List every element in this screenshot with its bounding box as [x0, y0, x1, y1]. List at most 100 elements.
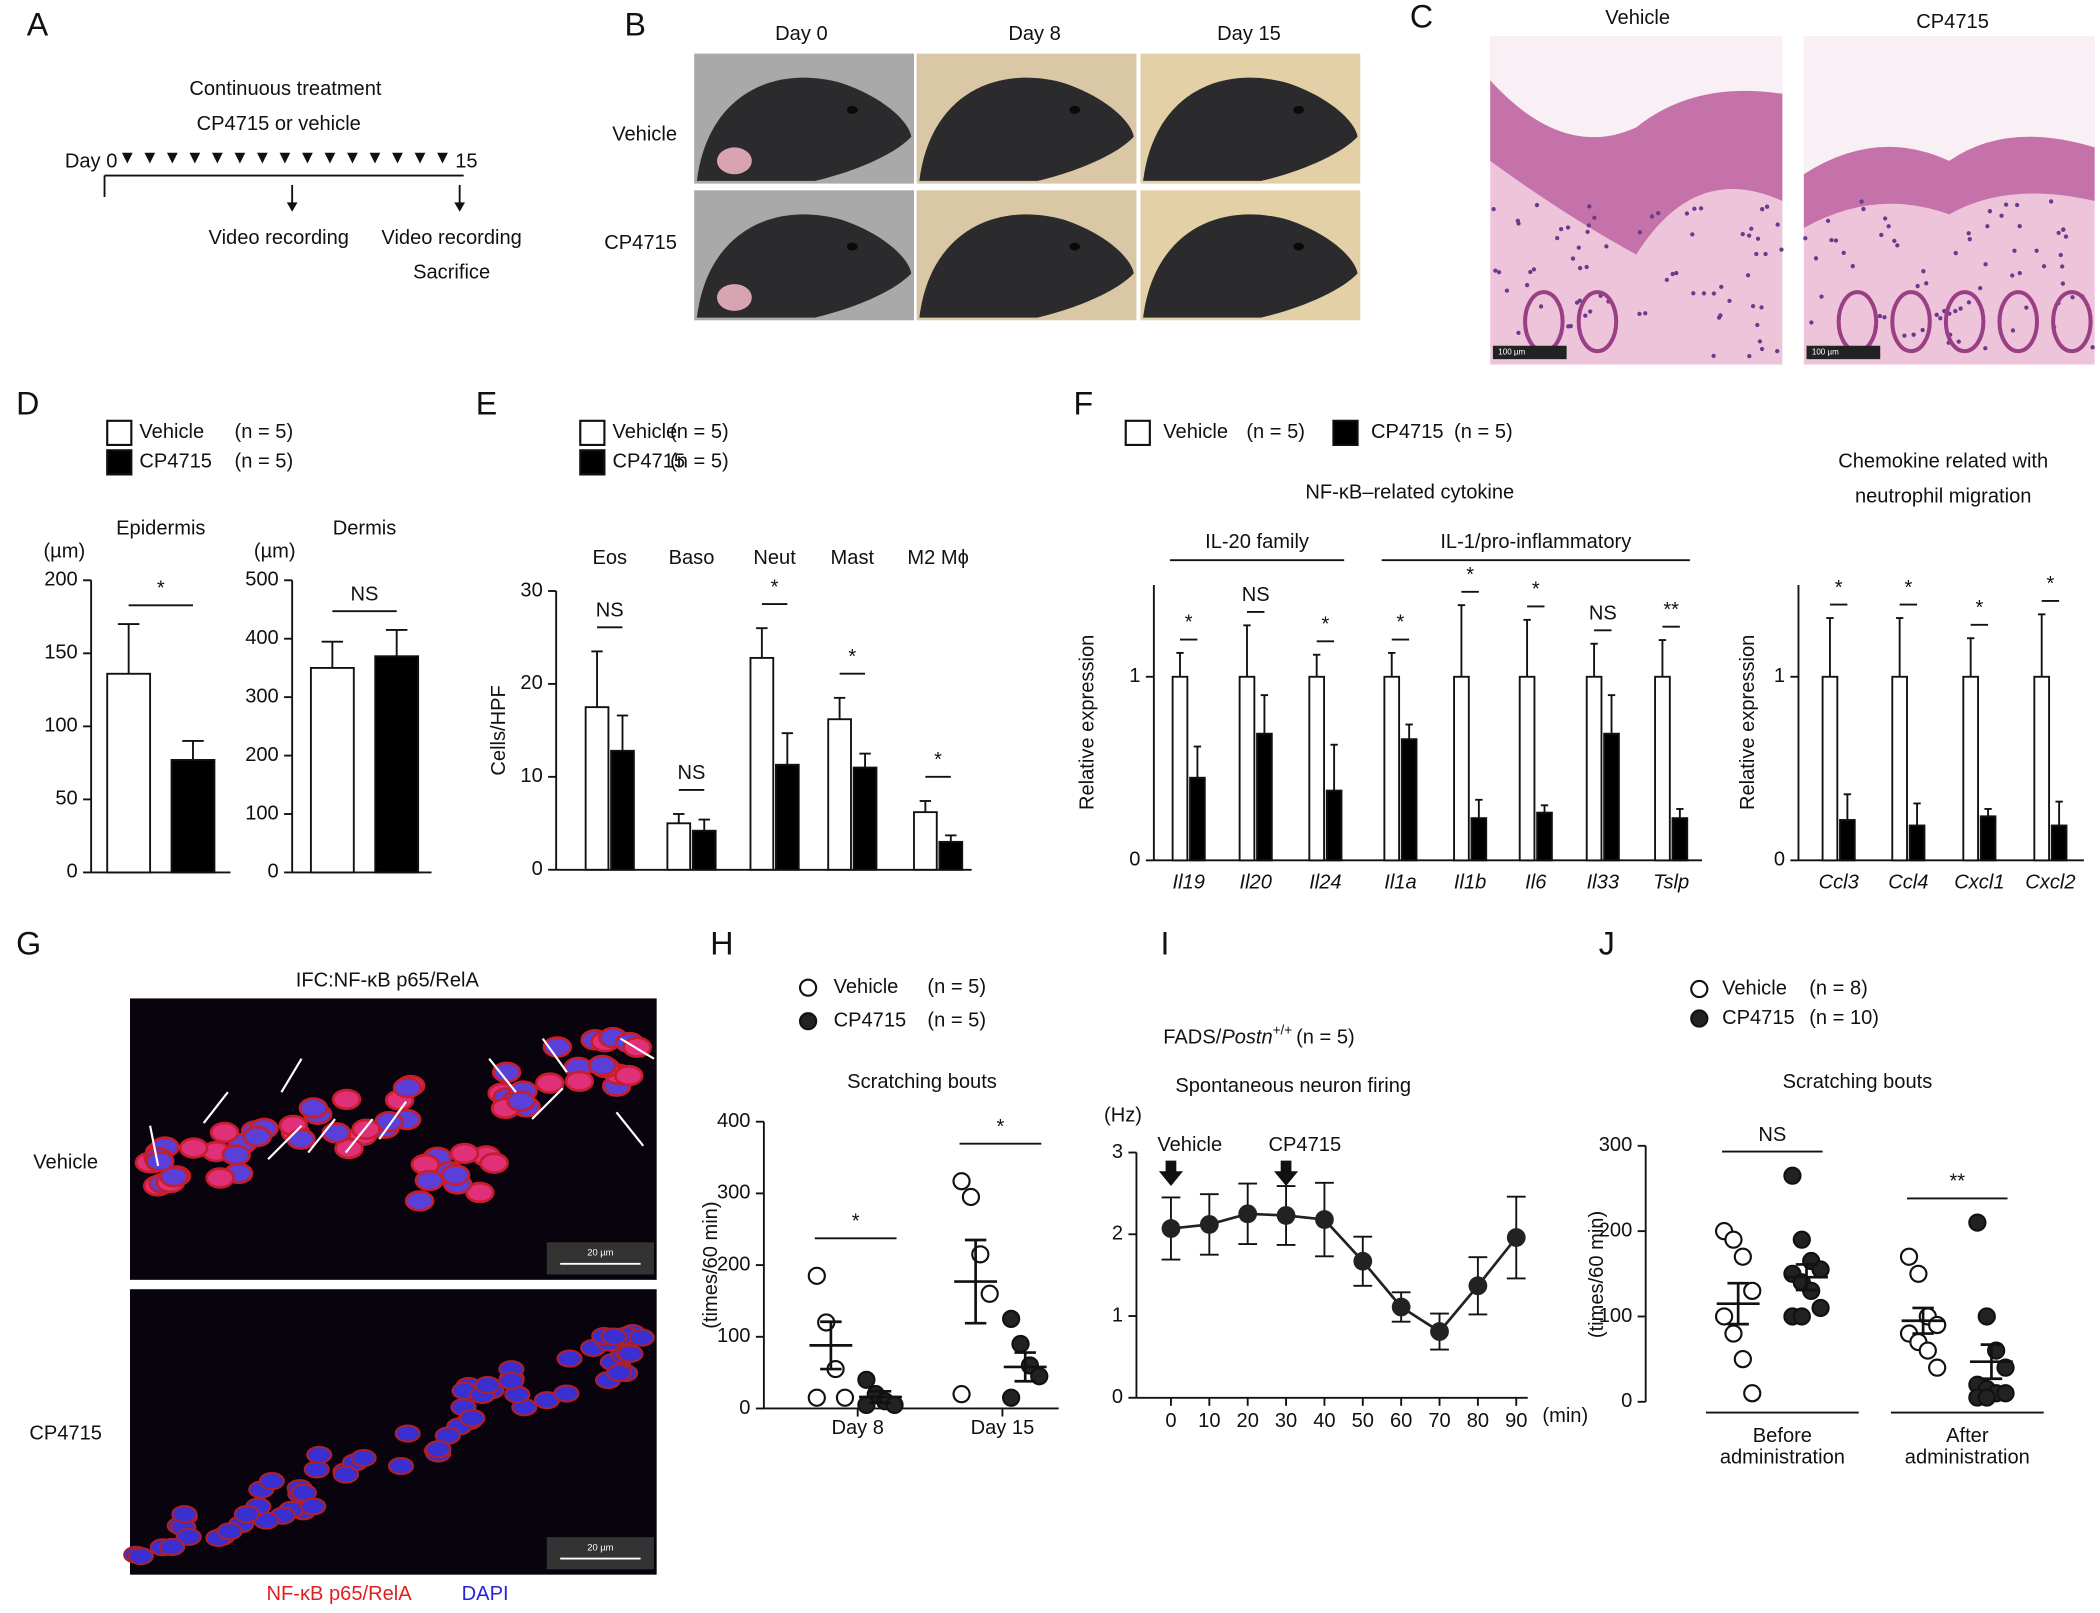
photo-detail — [1069, 242, 1081, 251]
cell — [498, 1371, 525, 1390]
legend-note: (n = 5) — [670, 451, 729, 473]
significance-label: NS — [351, 583, 379, 605]
row-label: Vehicle — [612, 124, 677, 146]
y-tick-label: 100 — [44, 715, 78, 737]
panel-label: C — [1410, 0, 1433, 34]
data-point — [980, 1284, 999, 1303]
x-tick-label: 50 — [1352, 1410, 1374, 1432]
significance-label: * — [1532, 579, 1540, 601]
nucleus — [1583, 313, 1588, 318]
cell — [178, 1137, 209, 1159]
nucleus — [1592, 215, 1597, 220]
legend-label: Vehicle — [834, 976, 899, 998]
y-tick-label: 100 — [1599, 1305, 1633, 1327]
nucleus — [1825, 218, 1831, 223]
column-label: Day 0 — [775, 23, 828, 45]
data-point — [807, 1388, 826, 1407]
x-tick-label: Ccl3 — [1819, 871, 1859, 893]
subtitle: FADS/Postn+/+ (n = 5) — [1163, 1022, 1355, 1049]
chart-title: NF-κB–related cytokine — [1305, 481, 1514, 503]
pointer-arrow — [280, 1058, 303, 1093]
schematic-subtitle: CP4715 or vehicle — [197, 113, 361, 135]
y-axis-label: (µm) — [43, 540, 85, 562]
y-tick-label: 500 — [245, 569, 279, 591]
significance-label: * — [1835, 577, 1843, 599]
x-tick-label: Day 8 — [831, 1417, 884, 1439]
chart-title: Spontaneous neuron firing — [1175, 1075, 1411, 1097]
legend-swatch — [1690, 1009, 1709, 1028]
y-tick-label: 0 — [1621, 1390, 1632, 1412]
legend-label: CP4715 — [1722, 1007, 1795, 1029]
annotation: Vehicle — [1157, 1134, 1222, 1156]
x-tick-label: Before — [1753, 1425, 1812, 1447]
stain-label: NF-κB p65/RelA — [266, 1583, 412, 1605]
nucleus — [1664, 277, 1669, 283]
cell — [425, 1440, 452, 1459]
pointer-arrow — [202, 1091, 229, 1124]
nucleus — [1813, 256, 1819, 261]
cell — [392, 1076, 423, 1099]
data-point — [1811, 1298, 1830, 1318]
y-tick-label: 200 — [717, 1253, 751, 1275]
row-label: CP4715 — [29, 1422, 102, 1444]
nucleus — [1803, 236, 1808, 241]
pointer-arrow — [531, 1087, 564, 1120]
column-label: Day 15 — [1217, 23, 1281, 45]
cell — [440, 1164, 471, 1186]
nucleus — [1747, 233, 1752, 238]
cell — [298, 1097, 329, 1119]
nucleus — [1565, 225, 1571, 230]
epidermis — [1803, 136, 2095, 228]
x-tick-label: 10 — [1198, 1410, 1220, 1432]
nucleus — [1833, 238, 1839, 243]
panel-label: E — [476, 386, 497, 422]
subtitle-part: +/+ — [1273, 1022, 1293, 1037]
x-tick-label: Il1a — [1384, 871, 1416, 893]
nucleus — [1586, 223, 1592, 228]
scale-bar-box — [546, 1537, 654, 1570]
x-tick-label: Day 15 — [971, 1417, 1035, 1439]
chart-title: Chemokine related with — [1838, 451, 2048, 473]
bar — [1171, 675, 1189, 862]
cell — [159, 1166, 189, 1188]
bar — [1325, 789, 1343, 862]
dose-mark — [189, 152, 201, 164]
significance-label: NS — [1589, 603, 1617, 625]
x-tick-label: Ccl4 — [1888, 871, 1928, 893]
y-tick-label: 10 — [520, 765, 542, 787]
x-tick-label: 20 — [1237, 1410, 1259, 1432]
bar — [1518, 675, 1536, 862]
photo-subject — [1143, 214, 1358, 318]
nucleus — [2014, 202, 2020, 208]
dose-mark — [414, 152, 426, 164]
data-line — [1170, 1212, 1518, 1334]
cell — [614, 1064, 644, 1087]
nucleus — [1496, 270, 1502, 275]
dose-mark — [347, 152, 358, 164]
legend-label: CP4715 — [834, 1010, 907, 1032]
photo-subject — [696, 214, 912, 318]
nucleus — [1637, 230, 1642, 235]
x-tick-label: 90 — [1505, 1410, 1527, 1432]
legend-swatch — [1332, 419, 1359, 447]
subtitle-part: FADS/ — [1163, 1027, 1221, 1049]
y-tick-label: 50 — [55, 788, 77, 810]
nucleus — [1570, 256, 1576, 261]
dose-mark — [392, 152, 403, 164]
data-point — [1783, 1166, 1802, 1185]
legend-label: CP4715 — [139, 451, 212, 473]
data-point — [857, 1370, 876, 1389]
nucleus — [1528, 269, 1533, 275]
y-tick-label: 300 — [1599, 1134, 1633, 1156]
nucleus — [1754, 251, 1759, 257]
y-tick-label: 200 — [44, 569, 78, 591]
nucleus — [1604, 244, 1609, 249]
group-label: IL-20 family — [1205, 531, 1309, 553]
scale-bar-label: 100 µm — [1812, 348, 1839, 357]
photo-subject — [696, 77, 912, 181]
dose-mark — [212, 152, 223, 164]
chart-title: neutrophil migration — [1855, 486, 2031, 508]
nucleus — [1504, 288, 1510, 293]
y-tick-label: 1 — [1129, 665, 1140, 687]
data-point — [1733, 1350, 1752, 1369]
